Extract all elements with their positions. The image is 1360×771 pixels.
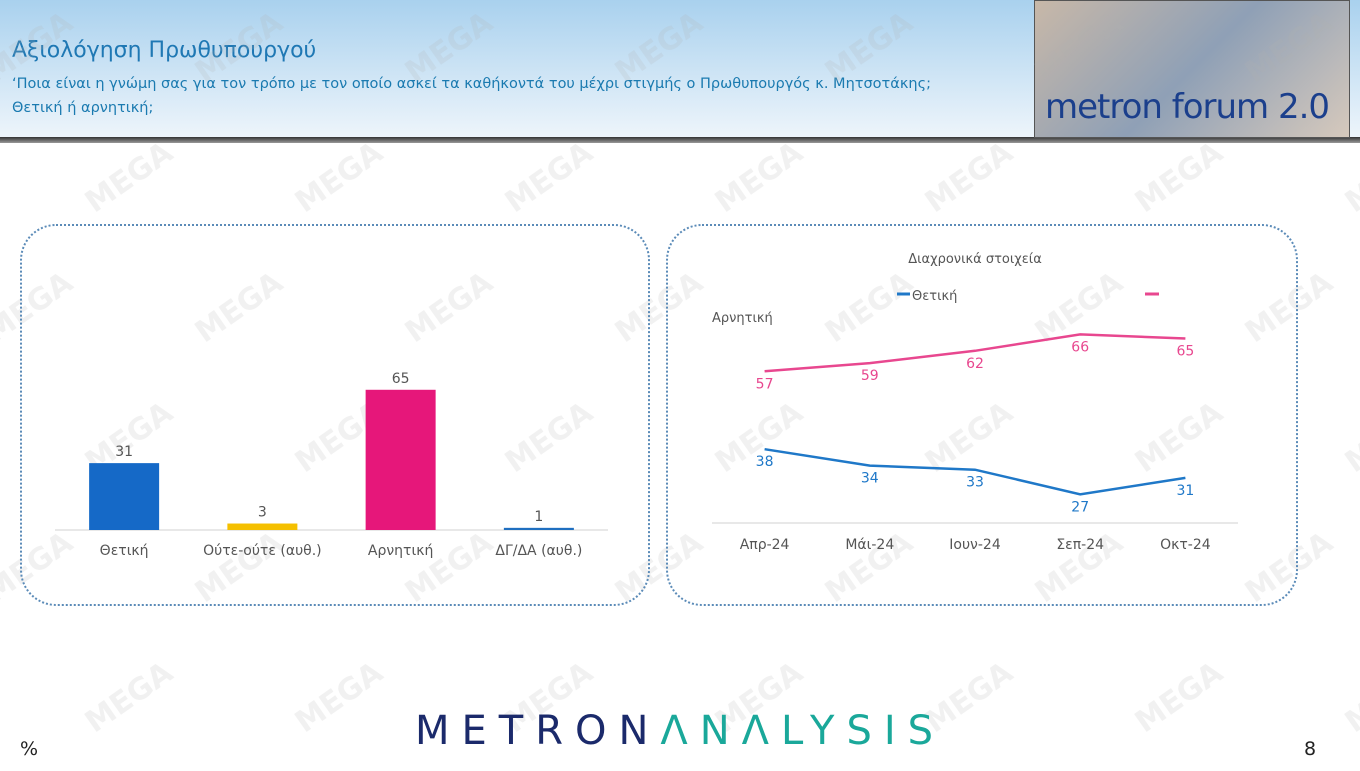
line-chart-panel <box>666 224 1298 606</box>
legend-label-negative: Αρνητική <box>712 311 773 326</box>
line-data-label: 31 <box>1176 483 1194 499</box>
legend-label-positive: Θετική <box>912 289 957 304</box>
line-data-label: 65 <box>1176 344 1194 360</box>
bar-3 <box>503 527 574 530</box>
line-data-label: 38 <box>756 454 774 470</box>
survey-question: ‘Ποια είναι η γνώμη σας για τον τρόπο με… <box>12 76 931 116</box>
line-series-negative <box>764 333 1186 373</box>
line-data-label: 33 <box>966 475 984 491</box>
line-data-label: 57 <box>756 376 774 392</box>
bar-0 <box>89 463 160 530</box>
line-category-label: Μάι-24 <box>845 537 894 553</box>
bar-category-label: Αρνητική <box>368 543 433 559</box>
line-chart-title: Διαχρονικά στοιχεία <box>908 252 1042 267</box>
bar-data-label: 3 <box>258 505 267 521</box>
bar-data-label: 31 <box>115 444 133 460</box>
bar-category-label: Θετική <box>100 543 149 559</box>
page-number: 8 <box>1304 738 1317 760</box>
line-category-label: Απρ-24 <box>740 537 790 553</box>
logo-text: metron forum 2.0 <box>1045 87 1330 127</box>
bar-category-label: ΔΓ/ΔΑ (αυθ.) <box>495 543 582 559</box>
line-series-positive <box>764 447 1186 496</box>
line-data-label: 27 <box>1071 499 1089 515</box>
line-category-label: Σεπ-24 <box>1056 537 1104 553</box>
bar-category-label: Ούτε-ούτε (αυθ.) <box>203 543 322 559</box>
unit-label: % <box>20 738 39 760</box>
line-data-label: 62 <box>966 356 984 372</box>
bar-data-label: 65 <box>392 371 410 387</box>
line-data-label: 66 <box>1071 339 1089 355</box>
line-data-label: 59 <box>861 368 879 384</box>
bar-1 <box>227 523 298 530</box>
line-category-label: Οκτ-24 <box>1160 537 1211 553</box>
bar-2 <box>365 389 436 530</box>
bar-chart-panel <box>20 224 650 606</box>
bar-data-label: 1 <box>534 509 543 525</box>
metron-forum-logo: metron forum 2.0 <box>1034 0 1350 138</box>
metron-analysis-logo: METRONΛNΛLYSIS <box>414 708 946 754</box>
line-data-label: 34 <box>861 471 879 487</box>
line-category-label: Ιουν-24 <box>949 537 1001 553</box>
header-divider <box>0 137 1360 143</box>
slide-title: Αξιολόγηση Πρωθυπουργού <box>12 38 317 63</box>
